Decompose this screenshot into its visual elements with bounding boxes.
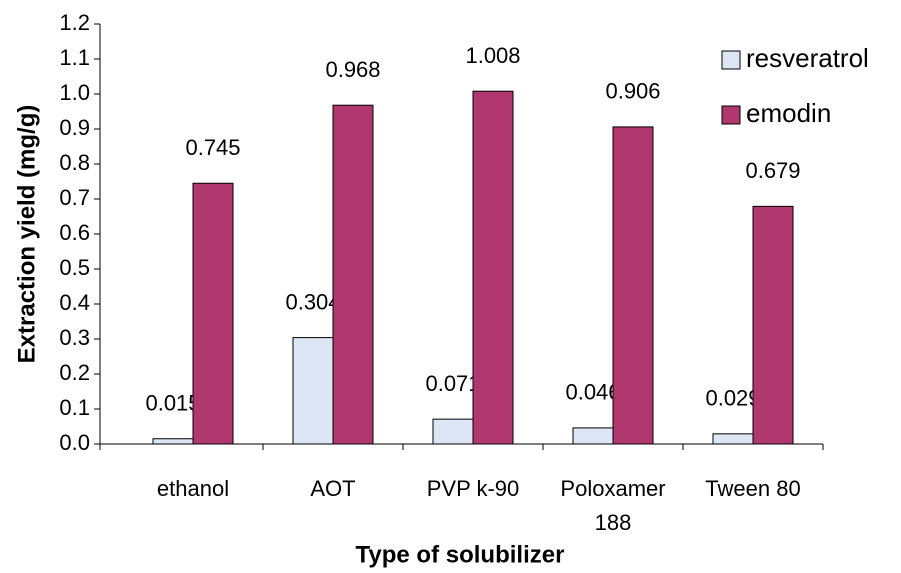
x-axis-title: Type of solubilizer (356, 541, 565, 568)
bar (192, 182, 234, 445)
bar (472, 90, 514, 445)
data-label: 0.968 (325, 57, 380, 82)
y-tick-label: 0.1 (59, 395, 90, 420)
y-tick-label: 0.0 (59, 430, 90, 455)
data-label: 0.745 (185, 135, 240, 160)
data-label: 0.304 (285, 289, 340, 314)
y-tick-label: 0.7 (59, 185, 90, 210)
x-tick-label: AOT (310, 476, 356, 501)
data-label: 0.029 (705, 386, 760, 411)
y-tick-label: 0.3 (59, 325, 90, 350)
y-tick-label: 1.2 (59, 10, 90, 35)
bar (332, 104, 374, 445)
legend-label: resveratrol (746, 43, 869, 73)
y-axis-title: Extraction yield (mg/g) (13, 105, 40, 364)
data-label: 1.008 (465, 43, 520, 68)
x-tick-label: Poloxamer 188 (560, 476, 666, 535)
data-label: 0.679 (745, 158, 800, 183)
y-tick-label: 0.2 (59, 360, 90, 385)
bar (432, 418, 474, 445)
y-tick-label: 0.8 (59, 150, 90, 175)
legend-label: emodin (746, 98, 831, 128)
data-label: 0.071 (425, 371, 480, 396)
bar (752, 205, 794, 445)
y-tick-label: 0.4 (59, 290, 90, 315)
y-tick-label: 1.0 (59, 80, 90, 105)
y-tick-label: 1.1 (59, 45, 90, 70)
legend-swatch (721, 50, 741, 70)
data-label: 0.015 (145, 391, 200, 416)
data-label: 0.906 (605, 79, 660, 104)
y-tick-label: 0.9 (59, 115, 90, 140)
x-tick-label: ethanol (156, 476, 230, 501)
y-tick-label: 0.6 (59, 220, 90, 245)
bar (712, 433, 754, 445)
bar (572, 427, 614, 445)
x-tick-label: Tween 80 (705, 476, 801, 501)
y-tick-label: 0.5 (59, 255, 90, 280)
data-label: 0.046 (565, 380, 620, 405)
legend-swatch (721, 105, 741, 125)
bar (292, 337, 334, 445)
bar (612, 126, 654, 445)
bar (152, 438, 194, 445)
x-tick-label: PVP k-90 (426, 476, 520, 501)
